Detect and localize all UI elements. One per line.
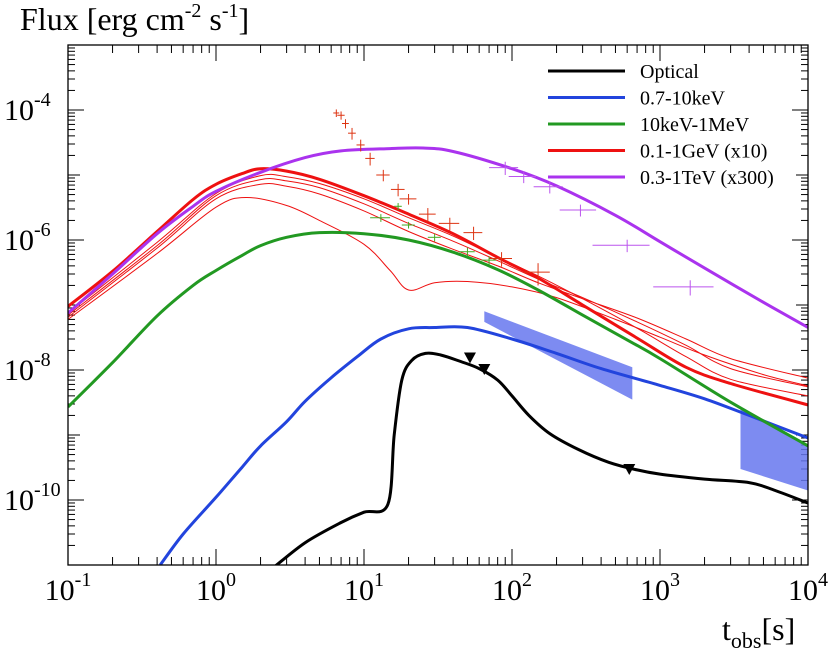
y-tick-label: 10-10 bbox=[4, 479, 61, 517]
green-data-point bbox=[481, 256, 497, 265]
legend-entry: Optical bbox=[548, 61, 699, 83]
red-data-point bbox=[348, 127, 356, 140]
red-data-point bbox=[438, 217, 460, 231]
legend-label: 0.7-10keV bbox=[640, 88, 726, 110]
x-tick-label: 103 bbox=[640, 569, 680, 607]
observed-data-points bbox=[333, 109, 714, 296]
thin-model-curve bbox=[68, 178, 808, 388]
optical-marker bbox=[478, 364, 491, 375]
series-line bbox=[68, 167, 808, 407]
series-line bbox=[274, 351, 808, 565]
red-data-point bbox=[333, 109, 340, 118]
red-data-point bbox=[418, 208, 436, 222]
green-data-point bbox=[394, 203, 402, 210]
red-data-point bbox=[390, 183, 405, 197]
plot-frame bbox=[67, 44, 809, 566]
optical-marker bbox=[463, 352, 476, 364]
model-thin-curves bbox=[68, 173, 808, 397]
purple-data-point bbox=[489, 161, 519, 175]
green-data-point bbox=[427, 233, 441, 242]
x-tick-label: 102 bbox=[492, 569, 532, 607]
legend-label: Optical bbox=[640, 61, 699, 83]
legend: Optical 0.7-10keV 10keV-1MeV 0.1-1GeV (x10)… bbox=[548, 61, 774, 189]
legend-entry: 0.3-1TeV (x300) bbox=[548, 167, 774, 189]
series-line bbox=[68, 230, 808, 448]
optical-markers bbox=[463, 352, 636, 475]
red-data-point bbox=[337, 111, 345, 120]
y-tick-label: 10-4 bbox=[4, 89, 51, 127]
purple-data-point bbox=[592, 239, 650, 253]
green-data-point bbox=[401, 221, 415, 229]
tick-labels: 10-1 100 101 102 103 104 10-4 10-6 10-8 10-10 bbox=[4, 89, 828, 607]
optical-marker bbox=[623, 463, 636, 475]
series-lines bbox=[68, 146, 808, 565]
legend-entry: 10keV-1MeV bbox=[548, 114, 750, 136]
x-tick-label: 101 bbox=[344, 569, 384, 607]
red-data-point bbox=[356, 139, 365, 152]
legend-entry: 0.1-1GeV (x10) bbox=[548, 141, 767, 163]
purple-data-point bbox=[559, 204, 597, 217]
legend-label: 10keV-1MeV bbox=[640, 114, 750, 136]
legend-label: 0.3-1TeV (x300) bbox=[640, 167, 774, 189]
legend-entry: 0.7-10keV bbox=[548, 88, 726, 110]
purple-data-point bbox=[653, 280, 714, 296]
green-data-point bbox=[459, 247, 475, 257]
red-data-point bbox=[376, 169, 390, 182]
x-axis-title: tobs[s] bbox=[722, 611, 795, 651]
series-line bbox=[68, 146, 808, 329]
flux-band bbox=[740, 409, 808, 491]
y-tick-label: 10-6 bbox=[4, 219, 51, 257]
x-tick-label: 104 bbox=[788, 569, 828, 607]
x-tick-label: 10-1 bbox=[45, 569, 92, 607]
y-tick-label: 10-8 bbox=[4, 349, 51, 387]
red-data-point bbox=[489, 252, 512, 267]
red-data-point bbox=[341, 119, 349, 129]
flux-bands bbox=[484, 311, 808, 491]
red-data-point bbox=[523, 263, 550, 286]
y-axis-title: Flux [erg cm-2 s-1] bbox=[20, 0, 249, 37]
red-data-point bbox=[463, 226, 483, 240]
legend-label: 0.1-1GeV (x10) bbox=[640, 141, 767, 163]
thin-model-curve bbox=[68, 196, 808, 387]
purple-data-point bbox=[508, 171, 536, 184]
thin-model-curve bbox=[68, 173, 808, 397]
red-data-point bbox=[399, 194, 417, 205]
purple-data-point bbox=[533, 181, 563, 194]
red-data-point bbox=[365, 152, 375, 166]
thin-model-curve bbox=[68, 183, 808, 379]
green-data-point bbox=[370, 214, 391, 222]
series-line bbox=[158, 325, 808, 565]
x-tick-label: 100 bbox=[196, 569, 236, 607]
